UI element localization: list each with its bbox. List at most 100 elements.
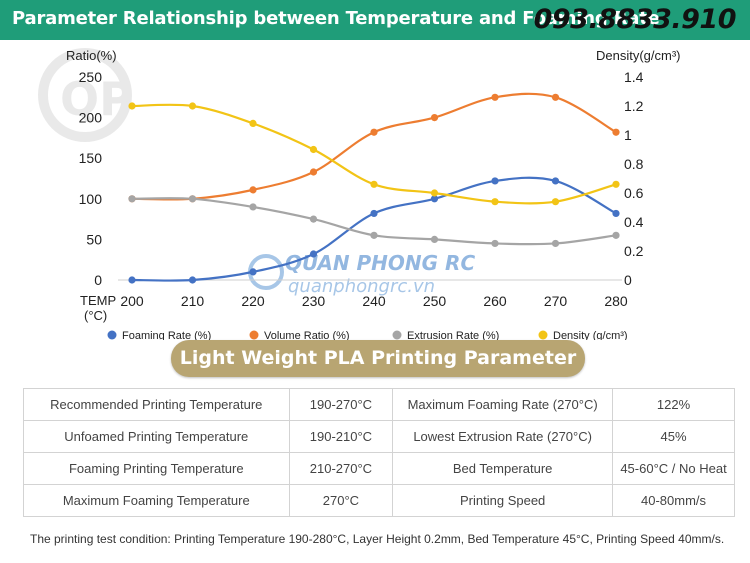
left-axis-label: Ratio(%)	[66, 48, 117, 63]
data-point	[188, 276, 197, 284]
param-label: Bed Temperature	[392, 452, 614, 485]
data-point	[430, 195, 439, 203]
data-point	[370, 231, 378, 239]
data-point	[430, 189, 439, 197]
data-point	[249, 186, 257, 194]
right-tick-label: 0.8	[624, 156, 644, 172]
data-point	[612, 180, 620, 188]
param-value: 190-210°C	[288, 420, 394, 453]
logo-watermark-icon: QP	[38, 48, 133, 142]
x-tick-label: 240	[362, 293, 386, 309]
data-point	[370, 209, 378, 218]
test-condition-note: The printing test condition: Printing Te…	[30, 532, 725, 546]
data-point	[551, 239, 560, 248]
table-row: Foaming Printing Temperature 210-270°C B…	[23, 452, 735, 485]
data-point	[188, 102, 197, 110]
right-tick-label: 0	[624, 272, 632, 288]
param-value: 122%	[612, 388, 735, 421]
header-bar: Parameter Relationship between Temperatu…	[0, 0, 750, 40]
left-tick-label: 50	[86, 231, 102, 247]
legend-marker	[107, 330, 117, 340]
param-label: Unfoamed Printing Temperature	[23, 420, 290, 453]
data-point	[551, 198, 560, 206]
data-point	[309, 250, 318, 258]
data-point	[612, 209, 620, 218]
data-point	[128, 195, 136, 203]
legend-label: Foaming Rate (%)	[122, 330, 211, 340]
param-label: Lowest Extrusion Rate (270°C)	[392, 420, 614, 453]
data-point	[309, 215, 318, 223]
right-tick-label: 1	[624, 127, 632, 143]
x-tick-label: 270	[544, 293, 568, 309]
data-point	[491, 239, 499, 248]
section-banner-title: Light Weight PLA Printing Parameter	[179, 347, 577, 369]
parameters-table: Recommended Printing Temperature 190-270…	[23, 388, 735, 517]
left-tick-label: 150	[79, 150, 103, 166]
data-point	[430, 114, 439, 122]
param-value: 210-270°C	[288, 452, 394, 485]
data-point	[491, 198, 499, 206]
right-tick-label: 0.6	[624, 185, 644, 201]
right-axis-label: Density(g/cm³)	[596, 48, 681, 63]
data-point	[249, 268, 257, 276]
table-row: Maximum Foaming Temperature 270°C Printi…	[23, 484, 735, 517]
param-value: 270°C	[288, 484, 394, 517]
table-row: Unfoamed Printing Temperature 190-210°C …	[23, 420, 735, 453]
data-point	[370, 180, 378, 188]
x-tick-label: 220	[241, 293, 265, 309]
param-value: 40-80mm/s	[612, 484, 735, 517]
brand-watermark: QUAN PHONG RC quanphongrc.vn	[248, 251, 475, 297]
legend-label: Extrusion Rate (%)	[407, 330, 499, 340]
param-label: Printing Speed	[392, 484, 614, 517]
series-line	[131, 103, 617, 205]
x-tick-label: 280	[604, 293, 628, 309]
x-tick-label: 230	[302, 293, 326, 309]
data-point	[491, 93, 499, 101]
legend-label: Density (g/cm³)	[553, 330, 628, 340]
right-tick-label: 0.2	[624, 243, 644, 259]
x-tick-label: 200	[120, 293, 144, 309]
param-value: 45%	[612, 420, 735, 453]
data-point	[309, 145, 318, 154]
right-tick-label: 1.4	[624, 69, 644, 85]
right-tick-label: 0.4	[624, 214, 644, 230]
legend-marker	[392, 330, 402, 340]
svg-text:QP: QP	[60, 72, 133, 126]
data-point	[188, 195, 197, 203]
left-tick-label: 250	[79, 69, 103, 85]
data-point	[551, 93, 560, 101]
x-axis-label: TEMP (°C)	[80, 293, 116, 323]
data-point	[249, 119, 257, 127]
data-point	[309, 168, 318, 176]
param-label: Foaming Printing Temperature	[23, 452, 290, 485]
data-point	[612, 231, 620, 239]
left-tick-label: 100	[79, 191, 103, 207]
watermark-site: quanphongrc.vn	[288, 276, 435, 297]
x-tick-label: 260	[483, 293, 507, 309]
data-point	[249, 203, 257, 211]
param-value: 45-60°C / No Heat	[612, 452, 735, 485]
left-tick-label: 200	[79, 110, 103, 126]
param-value: 190-270°C	[288, 388, 394, 421]
section-banner: Light Weight PLA Printing Parameter	[171, 340, 585, 377]
param-label: Maximum Foaming Rate (270°C)	[392, 388, 614, 421]
data-point	[612, 128, 620, 136]
data-point	[370, 128, 378, 136]
chart-title: Parameter Relationship between Temperatu…	[12, 8, 660, 29]
param-label: Recommended Printing Temperature	[23, 388, 290, 421]
param-label: Maximum Foaming Temperature	[23, 484, 290, 517]
line-chart: QP QUAN PHONG RC quanphongrc.vn Ratio(%)…	[38, 48, 681, 340]
data-point	[128, 102, 136, 110]
legend-label: Volume Ratio (%)	[264, 330, 350, 340]
x-tick-label: 250	[423, 293, 447, 309]
data-point	[491, 177, 499, 185]
data-point	[128, 276, 136, 284]
data-point	[430, 235, 439, 243]
right-tick-label: 1.2	[624, 98, 644, 114]
x-tick-label: 210	[181, 293, 205, 309]
legend-marker	[249, 330, 259, 340]
data-point	[551, 177, 560, 185]
legend-marker	[538, 330, 548, 340]
table-row: Recommended Printing Temperature 190-270…	[23, 388, 735, 421]
phone-number: 093.8833.910	[533, 4, 737, 35]
